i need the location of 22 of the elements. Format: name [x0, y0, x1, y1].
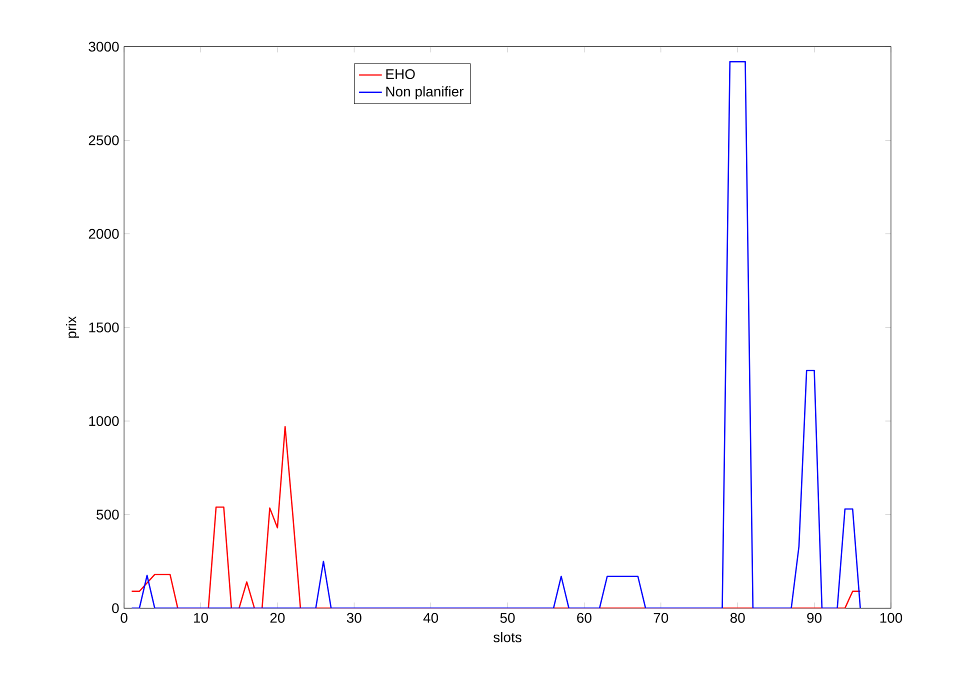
- x-tick-label: 30: [346, 612, 362, 623]
- x-tick-label: 80: [730, 612, 745, 623]
- legend-label: EHO: [386, 69, 415, 79]
- y-tick-label: 3000: [88, 42, 119, 52]
- x-tick-label: 20: [270, 612, 285, 623]
- x-tick-label: 50: [500, 612, 515, 623]
- x-axis-title: slots: [494, 632, 522, 642]
- y-tick-label: 500: [96, 510, 119, 520]
- x-tick-label: 60: [577, 612, 592, 623]
- x-tick-label: 0: [120, 612, 128, 623]
- y-tick-label: 1000: [89, 416, 119, 426]
- x-tick-label: 100: [880, 612, 902, 623]
- x-tick-label: 10: [194, 612, 208, 623]
- x-tick-label: 40: [423, 612, 438, 623]
- y-tick-label: 0: [112, 603, 119, 614]
- y-tick-label: 1500: [89, 322, 119, 332]
- legend-label: Non planifier: [386, 86, 464, 100]
- x-tick-label: 70: [654, 612, 668, 623]
- y-axis-title: prix: [66, 316, 80, 338]
- x-tick-label: 90: [807, 612, 822, 623]
- y-tick-label: 2500: [88, 135, 119, 146]
- y-tick-label: 2000: [88, 228, 119, 239]
